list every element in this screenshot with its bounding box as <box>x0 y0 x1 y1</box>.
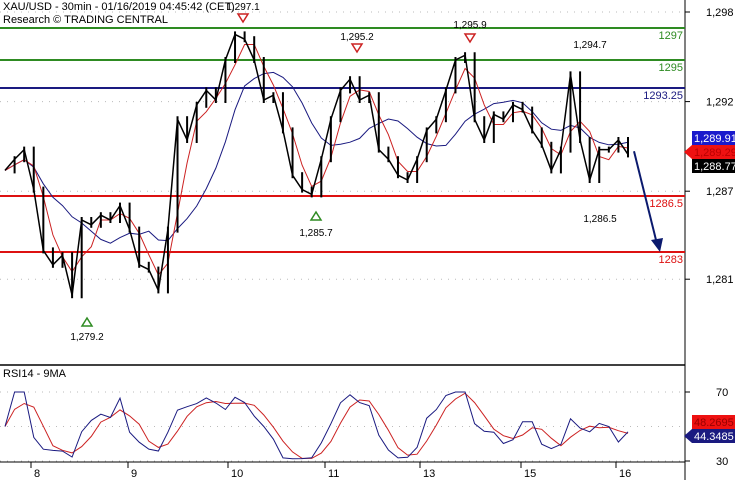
rsi-value-tag: 44.3485 <box>694 431 734 443</box>
x-tick-label: 13 <box>423 468 435 480</box>
tag-pointer-icon <box>684 429 692 443</box>
annotation-label: 1,295.9 <box>453 20 487 31</box>
y-tick-label: 1,281 <box>706 274 734 286</box>
y-tick-label: 1,287 <box>706 186 734 198</box>
price-tag-blue-bg <box>692 131 735 145</box>
annotation-label: 1,285.7 <box>299 228 333 239</box>
annotation-label: 1,297.1 <box>226 2 260 13</box>
x-tick-label: 16 <box>619 468 631 480</box>
rsi-title: RSI14 - 9MA <box>3 368 66 380</box>
fast-ma-line <box>4 44 629 276</box>
y-tick-label: 1,298 <box>706 7 734 19</box>
forecast-arrow <box>633 150 658 245</box>
x-tick-label: 8 <box>34 468 40 480</box>
annotation-label: 1,294.7 <box>573 40 607 51</box>
annotation-label: 1,286.5 <box>583 214 617 225</box>
rsi-line <box>4 391 629 460</box>
arrow-down-icon <box>651 238 663 252</box>
x-tick-label: 10 <box>231 468 243 480</box>
slow-ma-line <box>4 71 629 244</box>
annotation-label: 1,279.2 <box>70 332 104 343</box>
price-tag-red: 1,289.29 <box>694 147 735 159</box>
rsi-value-tag-bg <box>692 429 735 443</box>
price-tag-blue: 1,289.91 <box>694 133 735 145</box>
chart-credit: Research © TRADING CENTRAL <box>3 14 168 26</box>
level-label: 1283 <box>659 254 683 266</box>
peak-marker-icon <box>350 43 364 54</box>
annotation-label: 1,295.2 <box>340 32 374 43</box>
rsi-tick-label: 70 <box>716 387 728 399</box>
peak-marker-icon <box>236 13 250 24</box>
chart-title: XAU/USD - 30min - 01/16/2019 04:45:42 (C… <box>3 1 235 13</box>
level-label: 1293.25 <box>643 90 683 102</box>
price-tag-red-bg <box>692 145 735 159</box>
price-line <box>4 33 629 296</box>
tag-pointer-icon <box>684 145 692 159</box>
rsi-tick-label: 30 <box>716 456 728 468</box>
x-tick-label: 9 <box>131 468 137 480</box>
trough-marker-icon <box>309 210 323 221</box>
y-tick-label: 1,292 <box>706 97 734 109</box>
trough-marker-icon <box>80 316 94 327</box>
rsi-ma-tag: 48.2695 <box>694 417 734 429</box>
x-tick-label: 11 <box>328 468 339 480</box>
rsi-ma-line <box>4 392 629 459</box>
level-label: 1297 <box>659 30 683 42</box>
level-label: 1295 <box>659 62 683 74</box>
x-tick-label: 15 <box>524 468 536 480</box>
price-tag-black: 1,288.77 <box>694 161 735 173</box>
peak-marker-icon <box>463 33 477 44</box>
rsi-ma-tag-bg <box>692 415 735 429</box>
level-label: 1286.5 <box>649 198 683 210</box>
price-tag-black-bg <box>692 159 735 173</box>
